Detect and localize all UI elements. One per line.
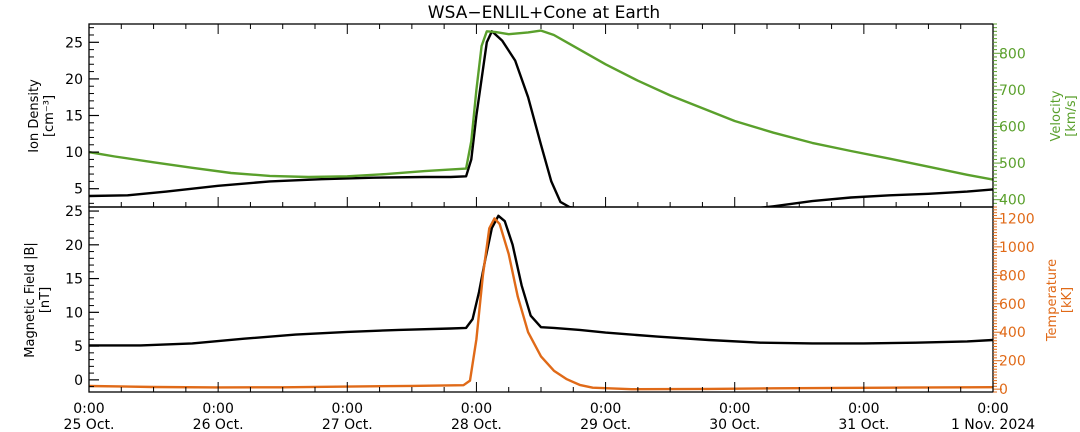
bottom-left-tick-label-1: 5 [74, 339, 83, 355]
top-panel: 5 10 15 20 25 400 500 600 700 800 Ion Density [c… [27, 23, 1079, 209]
x-tick-date-2: 27 Oct. [322, 417, 373, 432]
bottom-left-tick-label-0: 0 [74, 373, 83, 389]
temperature-unit: [kK] [1060, 287, 1075, 313]
temperature-line [89, 217, 993, 391]
top-right-tick-label-3: 700 [999, 83, 1026, 99]
ion-density-line [89, 30, 993, 207]
top-left-tick-label-4: 25 [65, 35, 83, 51]
x-tick-date-1: 26 Oct. [193, 417, 244, 432]
x-tick-time-4: 0:00 [590, 401, 621, 417]
bottom-panel: 0 5 10 15 20 25 0 200 400 600 800 1000 1200 Magneti… [23, 204, 1075, 398]
magnetic-field-unit: [nT] [38, 287, 53, 313]
bottom-left-axis: 0 5 10 15 20 25 [65, 204, 99, 389]
top-right-tick-label-4: 800 [999, 46, 1026, 62]
chart-title: WSA−ENLIL+Cone at Earth [428, 3, 660, 23]
magnetic-field-b-line [89, 214, 993, 347]
x-tick-time-3: 0:00 [461, 401, 492, 417]
bottom-right-tick-label-0: 0 [999, 382, 1008, 398]
bottom-right-tick-label-3: 600 [999, 297, 1026, 313]
top-left-tick-label-3: 20 [65, 72, 83, 88]
x-tick-time-0: 0:00 [73, 401, 104, 417]
velocity-line [89, 29, 993, 181]
bottom-right-tick-label-4: 800 [999, 268, 1026, 284]
velocity-label: Velocity [1049, 90, 1064, 141]
bottom-left-tick-label-3: 15 [65, 272, 83, 288]
ion-density-unit: [cm⁻³] [42, 95, 57, 137]
top-left-tick-label-2: 15 [65, 109, 83, 125]
x-tick-time-1: 0:00 [202, 401, 233, 417]
top-right-tick-label-0: 400 [999, 193, 1026, 209]
x-tick-time-7: 0:00 [977, 401, 1008, 417]
bottom-series-lines [89, 214, 993, 391]
top-panel-frame [88, 23, 994, 208]
x-tick-time-6: 0:00 [848, 401, 879, 417]
x-tick-date-4: 29 Oct. [580, 417, 631, 432]
x-tick-date-6: 31 Oct. [838, 417, 889, 432]
magnetic-field-label: Magnetic Field |B| [23, 242, 38, 357]
x-tick-date-5: 30 Oct. [709, 417, 760, 432]
x-tick-time-5: 0:00 [719, 401, 750, 417]
bottom-right-tick-label-6: 1200 [999, 211, 1035, 227]
x-tick-date-7: 1 Nov. 2024 [951, 417, 1035, 432]
x-tick-time-2: 0:00 [332, 401, 363, 417]
ion-density-label: Ion Density [27, 79, 42, 153]
bottom-right-tick-label-2: 400 [999, 325, 1026, 341]
x-tick-date-0: 25 Oct. [64, 417, 115, 432]
top-series-lines [89, 29, 993, 207]
top-right-tick-label-2: 600 [999, 119, 1026, 135]
bottom-left-tick-label-4: 20 [65, 238, 83, 254]
bottom-panel-frame [88, 206, 994, 393]
temperature-label: Temperature [1045, 259, 1060, 342]
top-left-tick-label-1: 10 [65, 145, 83, 161]
top-right-tick-label-1: 500 [999, 156, 1026, 172]
bottom-left-tick-label-2: 10 [65, 305, 83, 321]
velocity-unit: [km/s] [1064, 95, 1079, 137]
bottom-left-tick-label-5: 25 [65, 204, 83, 220]
bottom-right-tick-label-5: 1000 [999, 240, 1035, 256]
top-left-tick-label-0: 5 [74, 182, 83, 198]
top-left-axis: 5 10 15 20 25 [65, 27, 99, 204]
bottom-right-axis: 0 200 400 600 800 1000 1200 [993, 206, 1035, 398]
x-tick-date-3: 28 Oct. [451, 417, 502, 432]
bottom-right-tick-label-1: 200 [999, 354, 1026, 370]
top-right-axis: 400 500 600 700 800 [993, 23, 1026, 209]
